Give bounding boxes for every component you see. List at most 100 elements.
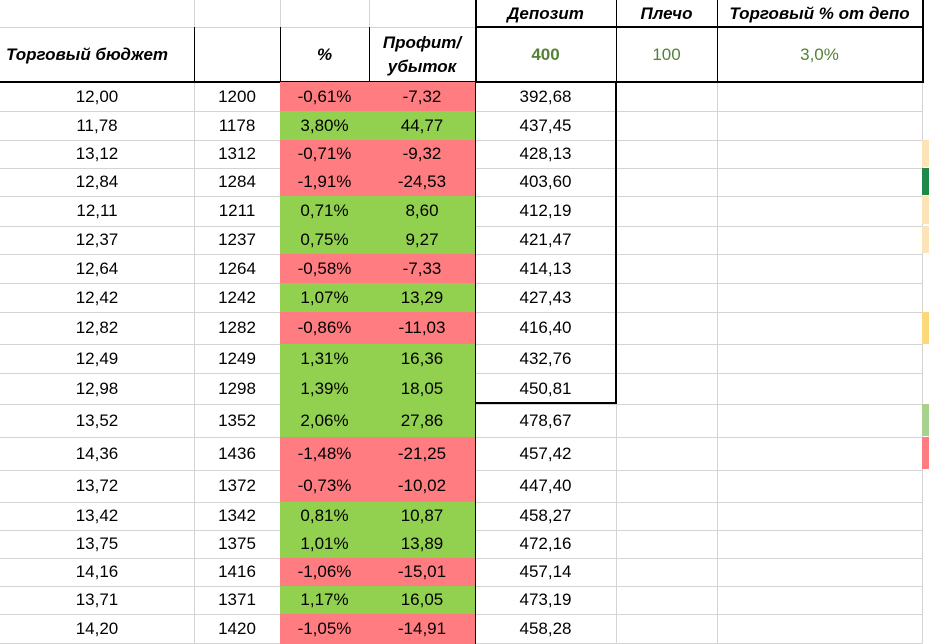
cell-empty[interactable] [616,312,717,344]
edge-cell-fill-2[interactable] [922,168,929,195]
cell-empty[interactable] [616,586,717,614]
cell-empty[interactable] [717,470,922,502]
cell-empty[interactable] [616,344,717,373]
cell-deposit[interactable]: 416,40 [519,318,572,337]
edge-cell-fill-4[interactable] [922,226,929,253]
cell-empty[interactable] [717,344,922,373]
cell-empty[interactable] [717,254,922,283]
param-trade-percent-value[interactable]: 3,0% [800,44,839,64]
header-position-empty[interactable] [194,27,280,82]
cell-empty[interactable] [717,196,922,226]
cell-position[interactable]: 1211 [218,201,256,220]
cell-budget[interactable]: 13,71 [75,590,119,609]
cell-empty[interactable] [717,226,922,254]
cell-deposit[interactable]: 473,19 [519,590,572,609]
cell-position[interactable]: 1284 [218,172,256,191]
cell-position[interactable]: 1249 [218,348,256,368]
cell-empty[interactable] [616,254,717,283]
cell-deposit[interactable]: 421,47 [519,230,572,249]
cell-pct[interactable]: 1,39% [280,373,369,404]
cell-deposit[interactable]: 450,81 [519,378,572,398]
cell-pnl[interactable]: -7,32 [369,82,475,111]
edge-cell-fill-5[interactable] [922,312,929,344]
edge-cell-fill-7[interactable] [922,437,929,469]
cell-budget[interactable]: 12,49 [75,348,119,368]
param-deposit-value[interactable]: 400 [531,44,560,64]
cell-pct[interactable]: 0,71% [280,196,369,226]
cell-budget[interactable]: 11,78 [76,115,118,135]
cell-pnl[interactable]: -11,03 [369,312,475,344]
cell-pct[interactable]: 0,75% [280,226,369,254]
cell-empty[interactable] [717,82,922,111]
cell-deposit[interactable]: 458,27 [519,506,572,525]
cell-budget[interactable]: 13,42 [75,506,119,525]
cell-pct[interactable]: 1,31% [280,344,369,373]
cell-pct[interactable]: -1,05% [280,614,369,644]
cell-budget[interactable]: 12,84 [75,172,119,191]
cell-pnl[interactable]: 13,89 [369,530,475,558]
cell-deposit[interactable]: 457,42 [519,443,572,463]
cell-empty[interactable] [616,437,717,470]
edge-cell-fill-1[interactable] [922,140,929,167]
cell-pct[interactable]: -0,73% [280,470,369,502]
cell-pnl[interactable]: 8,60 [369,196,475,226]
edge-cell-fill-3[interactable] [922,196,929,224]
cell-deposit[interactable]: 447,40 [519,476,572,495]
cell-pct[interactable]: 3,80% [280,111,369,140]
header-deposit[interactable]: Депозит [507,3,584,23]
cell-empty[interactable] [616,373,717,404]
cell-empty[interactable] [616,502,717,530]
cell-empty[interactable] [616,168,717,196]
cell-pct[interactable]: -0,71% [280,140,369,168]
cell-empty[interactable] [616,111,717,140]
cell-empty[interactable] [717,283,922,312]
edge-cell-fill-6[interactable] [922,404,929,436]
header-percent[interactable]: % [316,44,333,64]
cell-pnl[interactable]: 10,87 [369,502,475,530]
cell-position[interactable]: 1342 [218,506,256,525]
cell-pct[interactable]: -1,48% [280,437,369,470]
cell-pnl[interactable]: -9,32 [369,140,475,168]
cell-pnl[interactable]: 44,77 [369,111,475,140]
cell-empty[interactable] [717,404,922,437]
cell-pct[interactable]: -0,86% [280,312,369,344]
cell-empty[interactable] [616,196,717,226]
cell-deposit[interactable]: 414,13 [519,258,572,278]
header-trade-percent[interactable]: Торговый % от депо [729,3,910,23]
cell-empty[interactable] [717,140,922,168]
cell-budget[interactable]: 12,42 [75,287,119,307]
cell-empty[interactable] [717,502,922,530]
cell-pnl[interactable]: 9,27 [369,226,475,254]
cell-position[interactable]: 1371 [218,590,256,609]
cell-budget[interactable]: 12,11 [76,201,118,220]
cell-deposit[interactable]: 478,67 [519,410,572,430]
cell-empty[interactable] [717,168,922,196]
cell-pnl[interactable]: -7,33 [369,254,475,283]
cell-pnl[interactable]: -10,02 [369,470,475,502]
cell-position[interactable]: 1200 [218,86,256,106]
cell-position[interactable]: 1242 [218,287,256,307]
cell-budget[interactable]: 12,37 [75,230,119,249]
cell-empty[interactable] [616,614,717,644]
cell-position[interactable]: 1420 [218,619,256,638]
cell-pnl[interactable]: -21,25 [369,437,475,470]
cell-empty[interactable] [717,437,922,470]
param-leverage-value[interactable]: 100 [652,44,681,64]
cell-deposit[interactable]: 458,28 [519,619,572,638]
cell-empty[interactable] [717,312,922,344]
cell-pnl[interactable]: -14,91 [369,614,475,644]
header-leverage[interactable]: Плечо [640,3,693,23]
cell-pct[interactable]: -1,06% [280,558,369,586]
cell-empty[interactable] [717,586,922,614]
cell-deposit[interactable]: 432,76 [519,348,572,368]
cell-deposit[interactable]: 412,19 [519,201,572,220]
cell-position[interactable]: 1264 [218,258,256,278]
cell-pnl[interactable]: 27,86 [369,404,475,437]
cell-deposit[interactable]: 427,43 [519,287,572,307]
cell-pnl[interactable]: 18,05 [369,373,475,404]
cell-pct[interactable]: 0,81% [280,502,369,530]
cell-budget[interactable]: 14,36 [75,443,119,463]
cell-empty[interactable] [616,470,717,502]
cell-position[interactable]: 1352 [218,410,256,430]
cell-budget[interactable]: 13,12 [75,144,119,163]
